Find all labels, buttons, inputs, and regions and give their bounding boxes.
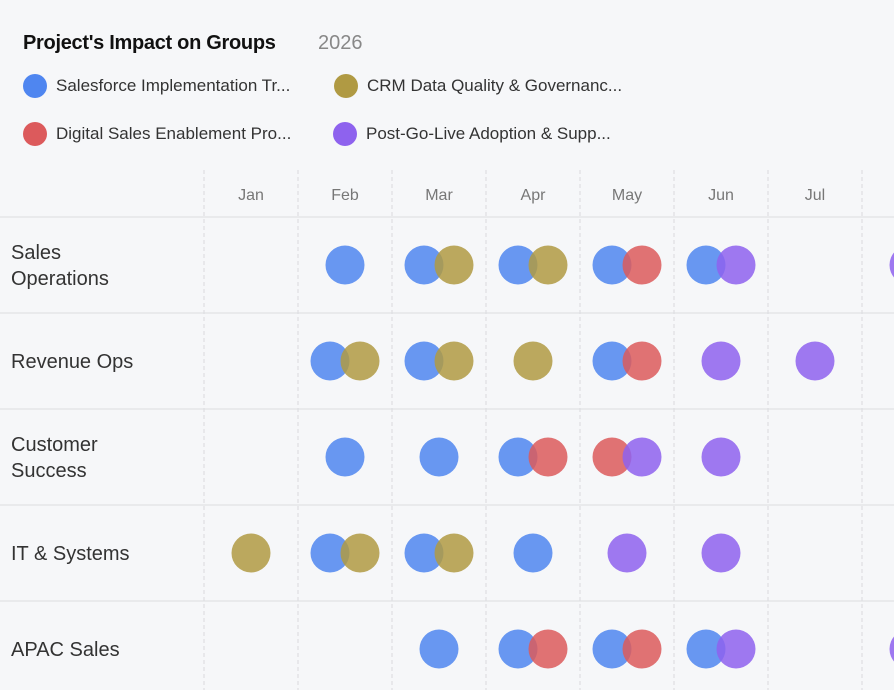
data-point xyxy=(592,245,632,285)
data-point xyxy=(889,636,894,662)
data-point xyxy=(340,533,380,573)
data-point xyxy=(310,341,350,381)
row-label: Sales xyxy=(11,242,61,264)
legend-dot-icon xyxy=(333,122,357,146)
data-point xyxy=(889,252,894,278)
data-point xyxy=(716,245,756,285)
data-point xyxy=(607,533,647,573)
legend-label: CRM Data Quality & Governanc... xyxy=(367,76,623,95)
data-point xyxy=(404,245,444,285)
data-point xyxy=(513,341,553,381)
legend-label: Salesforce Implementation Tr... xyxy=(56,76,291,95)
data-point xyxy=(592,437,632,477)
data-point xyxy=(592,341,632,381)
data-point xyxy=(795,341,835,381)
row-label: APAC Sales xyxy=(11,639,120,661)
data-point xyxy=(528,245,568,285)
month-label: Jan xyxy=(238,187,264,204)
data-point xyxy=(701,533,741,573)
legend-item-crm[interactable]: CRM Data Quality & Governanc... xyxy=(334,74,622,98)
data-point xyxy=(622,245,662,285)
data-point xyxy=(622,341,662,381)
data-point xyxy=(701,437,741,477)
data-point xyxy=(419,629,459,669)
data-point xyxy=(434,245,474,285)
data-point xyxy=(701,341,741,381)
data-point xyxy=(528,629,568,669)
chart-title: Project's Impact on Groups xyxy=(23,32,276,54)
chart-subtitle: 2026 xyxy=(318,32,363,54)
row-label: Operations xyxy=(11,268,109,290)
legend-item-postgolive[interactable]: Post-Go-Live Adoption & Supp... xyxy=(333,122,611,146)
legend-label: Digital Sales Enablement Pro... xyxy=(56,124,292,143)
month-label: Feb xyxy=(331,187,359,204)
data-point xyxy=(231,533,271,573)
data-point xyxy=(686,629,726,669)
data-point xyxy=(513,533,553,573)
month-label: Apr xyxy=(521,187,547,204)
data-point xyxy=(434,341,474,381)
data-point xyxy=(498,245,538,285)
data-point xyxy=(498,437,538,477)
legend-item-salesforce[interactable]: Salesforce Implementation Tr... xyxy=(23,74,290,98)
row-label: Revenue Ops xyxy=(11,351,133,373)
row-label: IT & Systems xyxy=(11,543,130,565)
month-label: Jul xyxy=(805,187,825,204)
legend-dot-icon xyxy=(23,122,47,146)
data-point xyxy=(528,437,568,477)
legend-dot-icon xyxy=(334,74,358,98)
data-point xyxy=(404,341,444,381)
data-point xyxy=(325,437,365,477)
row-label: Success xyxy=(11,460,87,482)
data-point xyxy=(686,245,726,285)
data-point xyxy=(434,533,474,573)
data-point xyxy=(622,437,662,477)
data-point xyxy=(404,533,444,573)
data-point xyxy=(592,629,632,669)
row-label: Customer xyxy=(11,434,98,456)
month-label: May xyxy=(612,187,642,204)
data-point xyxy=(340,341,380,381)
legend-label: Post-Go-Live Adoption & Supp... xyxy=(366,124,611,143)
data-point xyxy=(419,437,459,477)
data-point xyxy=(325,245,365,285)
data-point xyxy=(310,533,350,573)
data-point xyxy=(622,629,662,669)
month-label: Mar xyxy=(425,187,453,204)
legend-dot-icon xyxy=(23,74,47,98)
data-point xyxy=(498,629,538,669)
month-label: Jun xyxy=(708,187,734,204)
data-point xyxy=(716,629,756,669)
legend-item-digital[interactable]: Digital Sales Enablement Pro... xyxy=(23,122,291,146)
